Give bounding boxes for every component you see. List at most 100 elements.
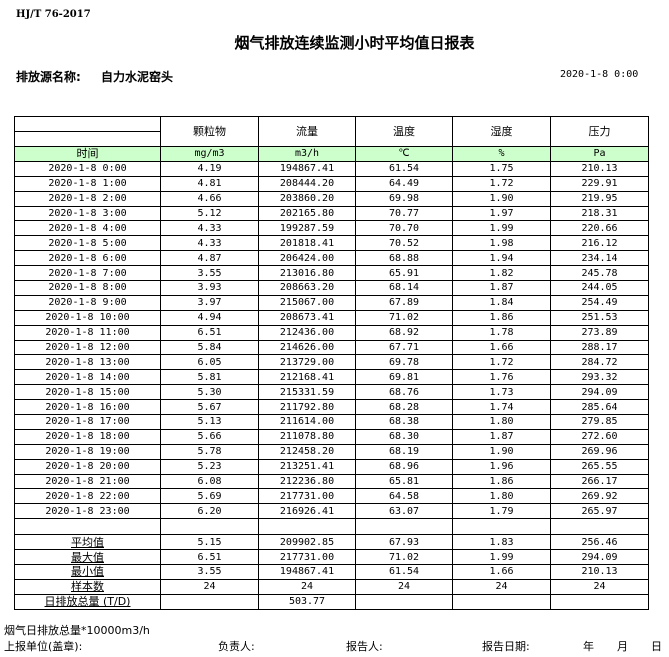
value-cell: 1.99 xyxy=(452,220,551,237)
value-cell: 4.33 xyxy=(160,235,259,252)
value-cell: 210.13 xyxy=(550,160,649,177)
value-cell: 24 xyxy=(160,578,259,595)
table-row: 2020-1-8 8:00 3.93 208663.20 68.14 1.87 244.0… xyxy=(14,280,649,296)
table-row: 2020-1-8 1:00 4.81 208444.20 64.49 1.72 229.9… xyxy=(14,175,649,192)
value-cell xyxy=(160,518,259,536)
value-cell: 4.66 xyxy=(160,190,259,207)
table-row: 2020-1-8 2:00 4.66 203860.20 69.98 1.90 219.9… xyxy=(14,190,649,207)
value-cell: 210.13 xyxy=(550,564,649,580)
time-cell: 2020-1-8 8:00 xyxy=(14,280,161,296)
time-cell: 2020-1-8 10:00 xyxy=(14,309,161,326)
value-cell: 220.66 xyxy=(550,220,649,237)
corner-cell xyxy=(14,116,161,132)
time-cell: 2020-1-8 22:00 xyxy=(14,488,161,505)
value-cell: 1.98 xyxy=(452,235,551,252)
value-cell: 203860.20 xyxy=(258,190,356,207)
value-cell: 194867.41 xyxy=(258,160,356,177)
value-cell: 1.76 xyxy=(452,369,551,386)
value-cell: 1.97 xyxy=(452,205,551,222)
value-cell: 6.51 xyxy=(160,549,259,566)
value-cell: 269.92 xyxy=(550,488,649,505)
value-cell: 288.17 xyxy=(550,339,649,356)
value-cell: 265.97 xyxy=(550,503,649,520)
value-cell: 3.97 xyxy=(160,294,259,311)
value-cell: 1.99 xyxy=(452,549,551,566)
time-cell: 2020-1-8 13:00 xyxy=(14,354,161,371)
value-cell: 68.88 xyxy=(355,250,453,267)
page-title: 烟气排放连续监测小时平均值日报表 xyxy=(234,34,475,52)
value-cell: 24 xyxy=(550,578,649,595)
column-header: 流量 xyxy=(258,116,356,147)
value-cell: 70.77 xyxy=(355,205,453,222)
time-cell: 2020-1-8 7:00 xyxy=(14,265,161,282)
value-cell: 24 xyxy=(258,578,356,595)
value-cell: 269.96 xyxy=(550,443,649,460)
table-row: 2020-1-8 5:00 4.33 201818.41 70.52 1.98 216.1… xyxy=(14,235,649,252)
value-cell: 211078.80 xyxy=(258,428,356,445)
time-cell: 2020-1-8 1:00 xyxy=(14,175,161,192)
standard-code: HJ/T 76-2017 xyxy=(16,9,91,20)
value-cell: 294.09 xyxy=(550,549,649,566)
value-cell: 69.81 xyxy=(355,369,453,386)
value-cell: 4.94 xyxy=(160,309,259,326)
value-cell: 212236.80 xyxy=(258,473,356,490)
column-header: 压力 xyxy=(550,116,649,147)
value-cell: 273.89 xyxy=(550,324,649,341)
value-cell: 68.30 xyxy=(355,428,453,445)
value-cell: 503.77 xyxy=(258,593,356,610)
value-cell: 211614.00 xyxy=(258,414,356,430)
time-cell: 2020-1-8 0:00 xyxy=(14,160,161,177)
value-cell: 65.91 xyxy=(355,265,453,282)
value-cell: 5.13 xyxy=(160,414,259,430)
table-row: 2020-1-8 11:00 6.51 212436.00 68.92 1.78 273.… xyxy=(14,324,649,341)
summary-row: 最小值 3.55 194867.41 61.54 1.66 210.13 xyxy=(14,564,649,580)
table-row: 2020-1-8 14:00 5.81 212168.41 69.81 1.76 293.… xyxy=(14,369,649,386)
value-cell: 70.70 xyxy=(355,220,453,237)
time-cell: 2020-1-8 4:00 xyxy=(14,220,161,237)
value-cell: 216926.41 xyxy=(258,503,356,520)
table-row: 2020-1-8 7:00 3.55 213016.80 65.91 1.82 245.7… xyxy=(14,265,649,282)
table-row: 2020-1-8 12:00 5.84 214626.00 67.71 1.66 288.… xyxy=(14,339,649,356)
value-cell: 272.60 xyxy=(550,428,649,445)
summary-label: 样本数 xyxy=(14,578,161,595)
footer-note: 烟气日排放总量*10000m3/h xyxy=(4,624,150,637)
value-cell: 206424.00 xyxy=(258,250,356,267)
value-cell: 68.28 xyxy=(355,399,453,416)
value-cell: 217731.00 xyxy=(258,488,356,505)
value-cell: 67.93 xyxy=(355,534,453,551)
value-cell: 1.74 xyxy=(452,399,551,416)
value-cell xyxy=(355,518,453,536)
value-cell: 4.33 xyxy=(160,220,259,237)
value-cell: 211792.80 xyxy=(258,399,356,416)
value-cell: 208673.41 xyxy=(258,309,356,326)
value-cell: 71.02 xyxy=(355,309,453,326)
value-cell: 5.81 xyxy=(160,369,259,386)
value-cell xyxy=(355,593,453,610)
value-cell: 5.12 xyxy=(160,205,259,222)
value-cell: 1.90 xyxy=(452,190,551,207)
value-cell: 214626.00 xyxy=(258,339,356,356)
value-cell xyxy=(452,518,551,536)
table-row: 2020-1-8 0:00 4.19 194867.41 61.54 1.75 210.1… xyxy=(14,160,649,177)
table-row: 2020-1-8 4:00 4.33 199287.59 70.70 1.99 220.6… xyxy=(14,220,649,237)
value-cell: 1.73 xyxy=(452,384,551,401)
value-cell: 1.96 xyxy=(452,458,551,475)
time-cell: 2020-1-8 3:00 xyxy=(14,205,161,222)
value-cell: 68.96 xyxy=(355,458,453,475)
header-row-2 xyxy=(14,131,649,147)
value-cell xyxy=(160,593,259,610)
value-cell: 67.89 xyxy=(355,294,453,311)
table-row: 2020-1-8 10:00 4.94 208673.41 71.02 1.86 251.… xyxy=(14,309,649,326)
value-cell: 212168.41 xyxy=(258,369,356,386)
value-cell: 61.54 xyxy=(355,160,453,177)
value-cell: 65.81 xyxy=(355,473,453,490)
value-cell: 293.32 xyxy=(550,369,649,386)
value-cell: 245.78 xyxy=(550,265,649,282)
value-cell: 1.66 xyxy=(452,339,551,356)
time-cell: 2020-1-8 20:00 xyxy=(14,458,161,475)
time-cell xyxy=(14,518,161,536)
reporter-label: 报告人: xyxy=(346,640,383,653)
summary-row: 样本数 24 24 24 24 24 xyxy=(14,578,649,595)
value-cell: 63.07 xyxy=(355,503,453,520)
time-cell: 2020-1-8 17:00 xyxy=(14,414,161,430)
